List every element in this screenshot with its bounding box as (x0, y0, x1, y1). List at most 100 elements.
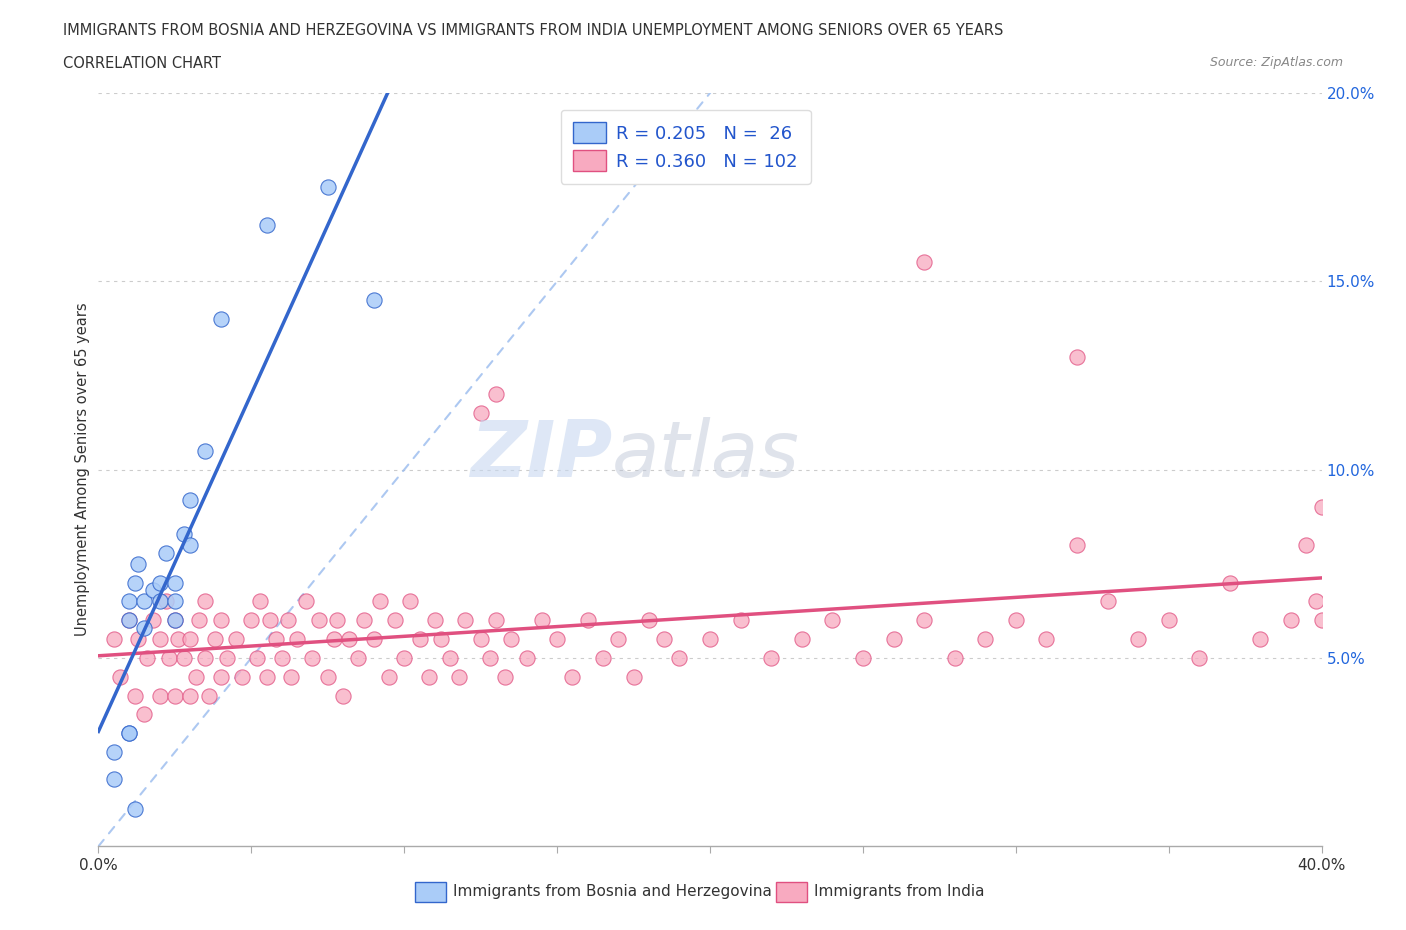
Point (246, 651, 269, 666)
Point (124, 802, 146, 817)
Point (188, 613, 211, 628)
Point (623, 670, 645, 684)
Point (103, 745, 125, 760)
Point (155, 545, 177, 560)
Point (149, 631, 172, 646)
Point (637, 613, 661, 628)
Point (127, 556, 149, 571)
Point (209, 670, 232, 684)
Point (1279, 613, 1302, 628)
Point (167, 631, 190, 646)
Point (790, 631, 813, 646)
Point (363, 631, 385, 646)
Point (368, 594, 391, 609)
Text: CORRELATION CHART: CORRELATION CHART (63, 56, 221, 71)
Point (163, 688, 186, 703)
Text: ZIP: ZIP (470, 417, 612, 493)
Point (270, 651, 292, 666)
Point (576, 613, 599, 628)
Point (155, 594, 177, 609)
Point (821, 613, 844, 628)
Point (668, 651, 690, 666)
Point (124, 575, 146, 591)
Point (231, 670, 253, 684)
Point (485, 613, 508, 628)
Point (384, 613, 406, 628)
Point (194, 444, 217, 458)
Point (197, 688, 219, 703)
Point (225, 631, 247, 646)
Point (561, 670, 583, 684)
Point (430, 631, 453, 646)
Y-axis label: Unemployment Among Seniors over 65 years: Unemployment Among Seniors over 65 years (75, 303, 90, 636)
Point (118, 594, 141, 609)
Point (332, 688, 354, 703)
Point (592, 651, 614, 666)
Point (485, 387, 508, 402)
Point (699, 631, 721, 646)
Point (277, 613, 299, 628)
Point (264, 631, 287, 646)
Point (316, 179, 339, 194)
Point (852, 651, 875, 666)
Point (439, 651, 461, 666)
Point (118, 613, 141, 628)
Text: Immigrants from India: Immigrants from India (814, 884, 984, 899)
Point (163, 575, 186, 591)
Point (179, 688, 201, 703)
Point (337, 631, 360, 646)
Point (142, 583, 165, 598)
Point (194, 594, 217, 609)
Point (280, 670, 302, 684)
Text: atlas: atlas (612, 417, 800, 493)
Point (103, 771, 125, 786)
Point (308, 613, 330, 628)
Point (347, 651, 370, 666)
Point (378, 670, 401, 684)
Point (322, 631, 344, 646)
Point (652, 631, 675, 646)
Point (516, 651, 538, 666)
Point (194, 651, 217, 666)
Point (118, 726, 141, 741)
Point (301, 651, 323, 666)
Point (127, 631, 149, 646)
Point (259, 613, 281, 628)
Point (1066, 349, 1088, 364)
Point (149, 688, 172, 703)
Point (173, 651, 195, 666)
Point (454, 613, 477, 628)
Point (209, 312, 232, 326)
Point (124, 688, 146, 703)
Point (149, 594, 172, 609)
Point (173, 526, 195, 541)
Point (118, 726, 141, 741)
Point (134, 620, 156, 635)
Point (494, 670, 516, 684)
Point (134, 594, 156, 609)
Point (1188, 651, 1211, 666)
Text: Immigrants from Bosnia and Herzegovina: Immigrants from Bosnia and Herzegovina (453, 884, 772, 899)
Point (1249, 631, 1271, 646)
Point (108, 670, 131, 684)
Point (204, 631, 226, 646)
Point (883, 631, 905, 646)
Point (418, 670, 440, 684)
Point (363, 293, 385, 308)
Point (1310, 613, 1333, 628)
Point (163, 613, 186, 628)
Point (759, 651, 782, 666)
Point (179, 538, 201, 552)
Point (256, 218, 278, 232)
Point (1310, 500, 1333, 515)
Point (186, 670, 208, 684)
Point (1004, 613, 1026, 628)
Point (399, 594, 422, 609)
Point (449, 670, 471, 684)
Point (103, 631, 125, 646)
Point (408, 631, 430, 646)
Point (353, 613, 375, 628)
Point (1128, 631, 1150, 646)
Point (149, 575, 172, 591)
Point (240, 613, 263, 628)
